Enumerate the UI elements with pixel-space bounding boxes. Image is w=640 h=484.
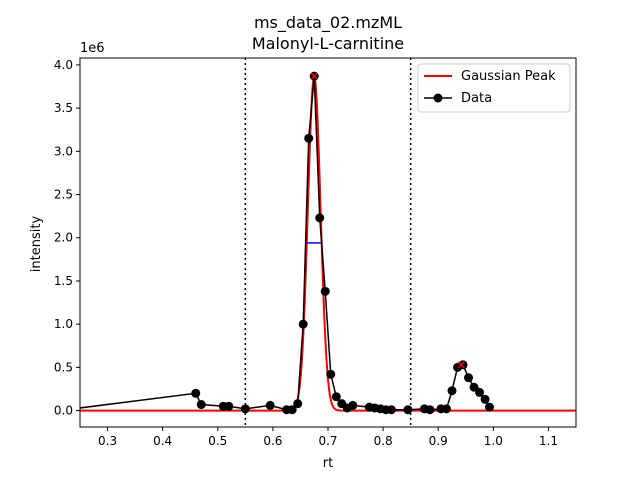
data-point [196,400,206,410]
x-axis-label: rt [323,456,333,471]
plot-area [80,58,576,427]
data-point [475,387,485,397]
x-tick-label: 0.3 [98,434,117,448]
y-tick-label: 0.5 [54,360,73,374]
data-point [458,360,468,370]
legend-label-data: Data [461,91,492,106]
data-point [425,405,435,415]
y-tick-label: 1.5 [54,274,73,288]
data-point [403,405,413,415]
x-tick-label: 0.4 [153,434,172,448]
x-tick-label: 0.8 [374,434,393,448]
y-offset-label: 1e6 [80,41,105,56]
x-tick-label: 0.6 [263,434,282,448]
chart-title: ms_data_02.mzML [254,13,402,33]
y-ticks: 0.0 0.5 1.0 1.5 2.0 2.5 3.0 3.5 4.0 [54,58,80,418]
data-point [447,386,457,396]
series-gaussian-peak-line [80,74,576,412]
data-point [304,133,314,143]
x-tick-label: 1.1 [539,434,558,448]
data-point [224,401,234,411]
data-point [265,400,275,410]
x-tick-label: 1.0 [484,434,503,448]
data-point [386,405,396,415]
data-point [331,392,341,402]
data-point [480,394,490,404]
peak-marker [310,72,318,80]
y-tick-label: 1.0 [54,317,73,331]
data-point [315,213,325,223]
legend-marker-data [433,93,443,103]
data-point [326,369,336,379]
y-axis-label: intensity [29,216,44,273]
data-point [298,319,308,329]
data-point [464,373,474,383]
data-point [484,402,494,412]
axes-frame [79,57,577,428]
y-tick-label: 4.0 [54,58,73,72]
y-tick-label: 0.0 [54,404,73,418]
chart-subtitle: Malonyl-L-carnitine [252,34,404,53]
x-tick-label: 0.5 [208,434,227,448]
legend-box [417,63,571,113]
data-point [348,400,358,410]
data-point [240,404,250,414]
legend-label-gaussian-peak: Gaussian Peak [461,69,556,84]
x-tick-label: 0.9 [429,434,448,448]
y-tick-label: 2.0 [54,231,73,245]
x-ticks: 0.3 0.4 0.5 0.6 0.7 0.8 0.9 1.0 1.1 [98,427,558,448]
data-point [287,405,297,415]
peak-marker [457,361,465,369]
y-tick-label: 2.5 [54,188,73,202]
y-tick-label: 3.0 [54,144,73,158]
y-tick-label: 3.5 [54,101,73,115]
legend: Gaussian Peak Data [417,63,571,113]
data-point [320,286,330,296]
data-point [293,399,303,409]
x-tick-label: 0.7 [318,434,337,448]
data-point [191,388,201,398]
data-point [441,404,451,414]
